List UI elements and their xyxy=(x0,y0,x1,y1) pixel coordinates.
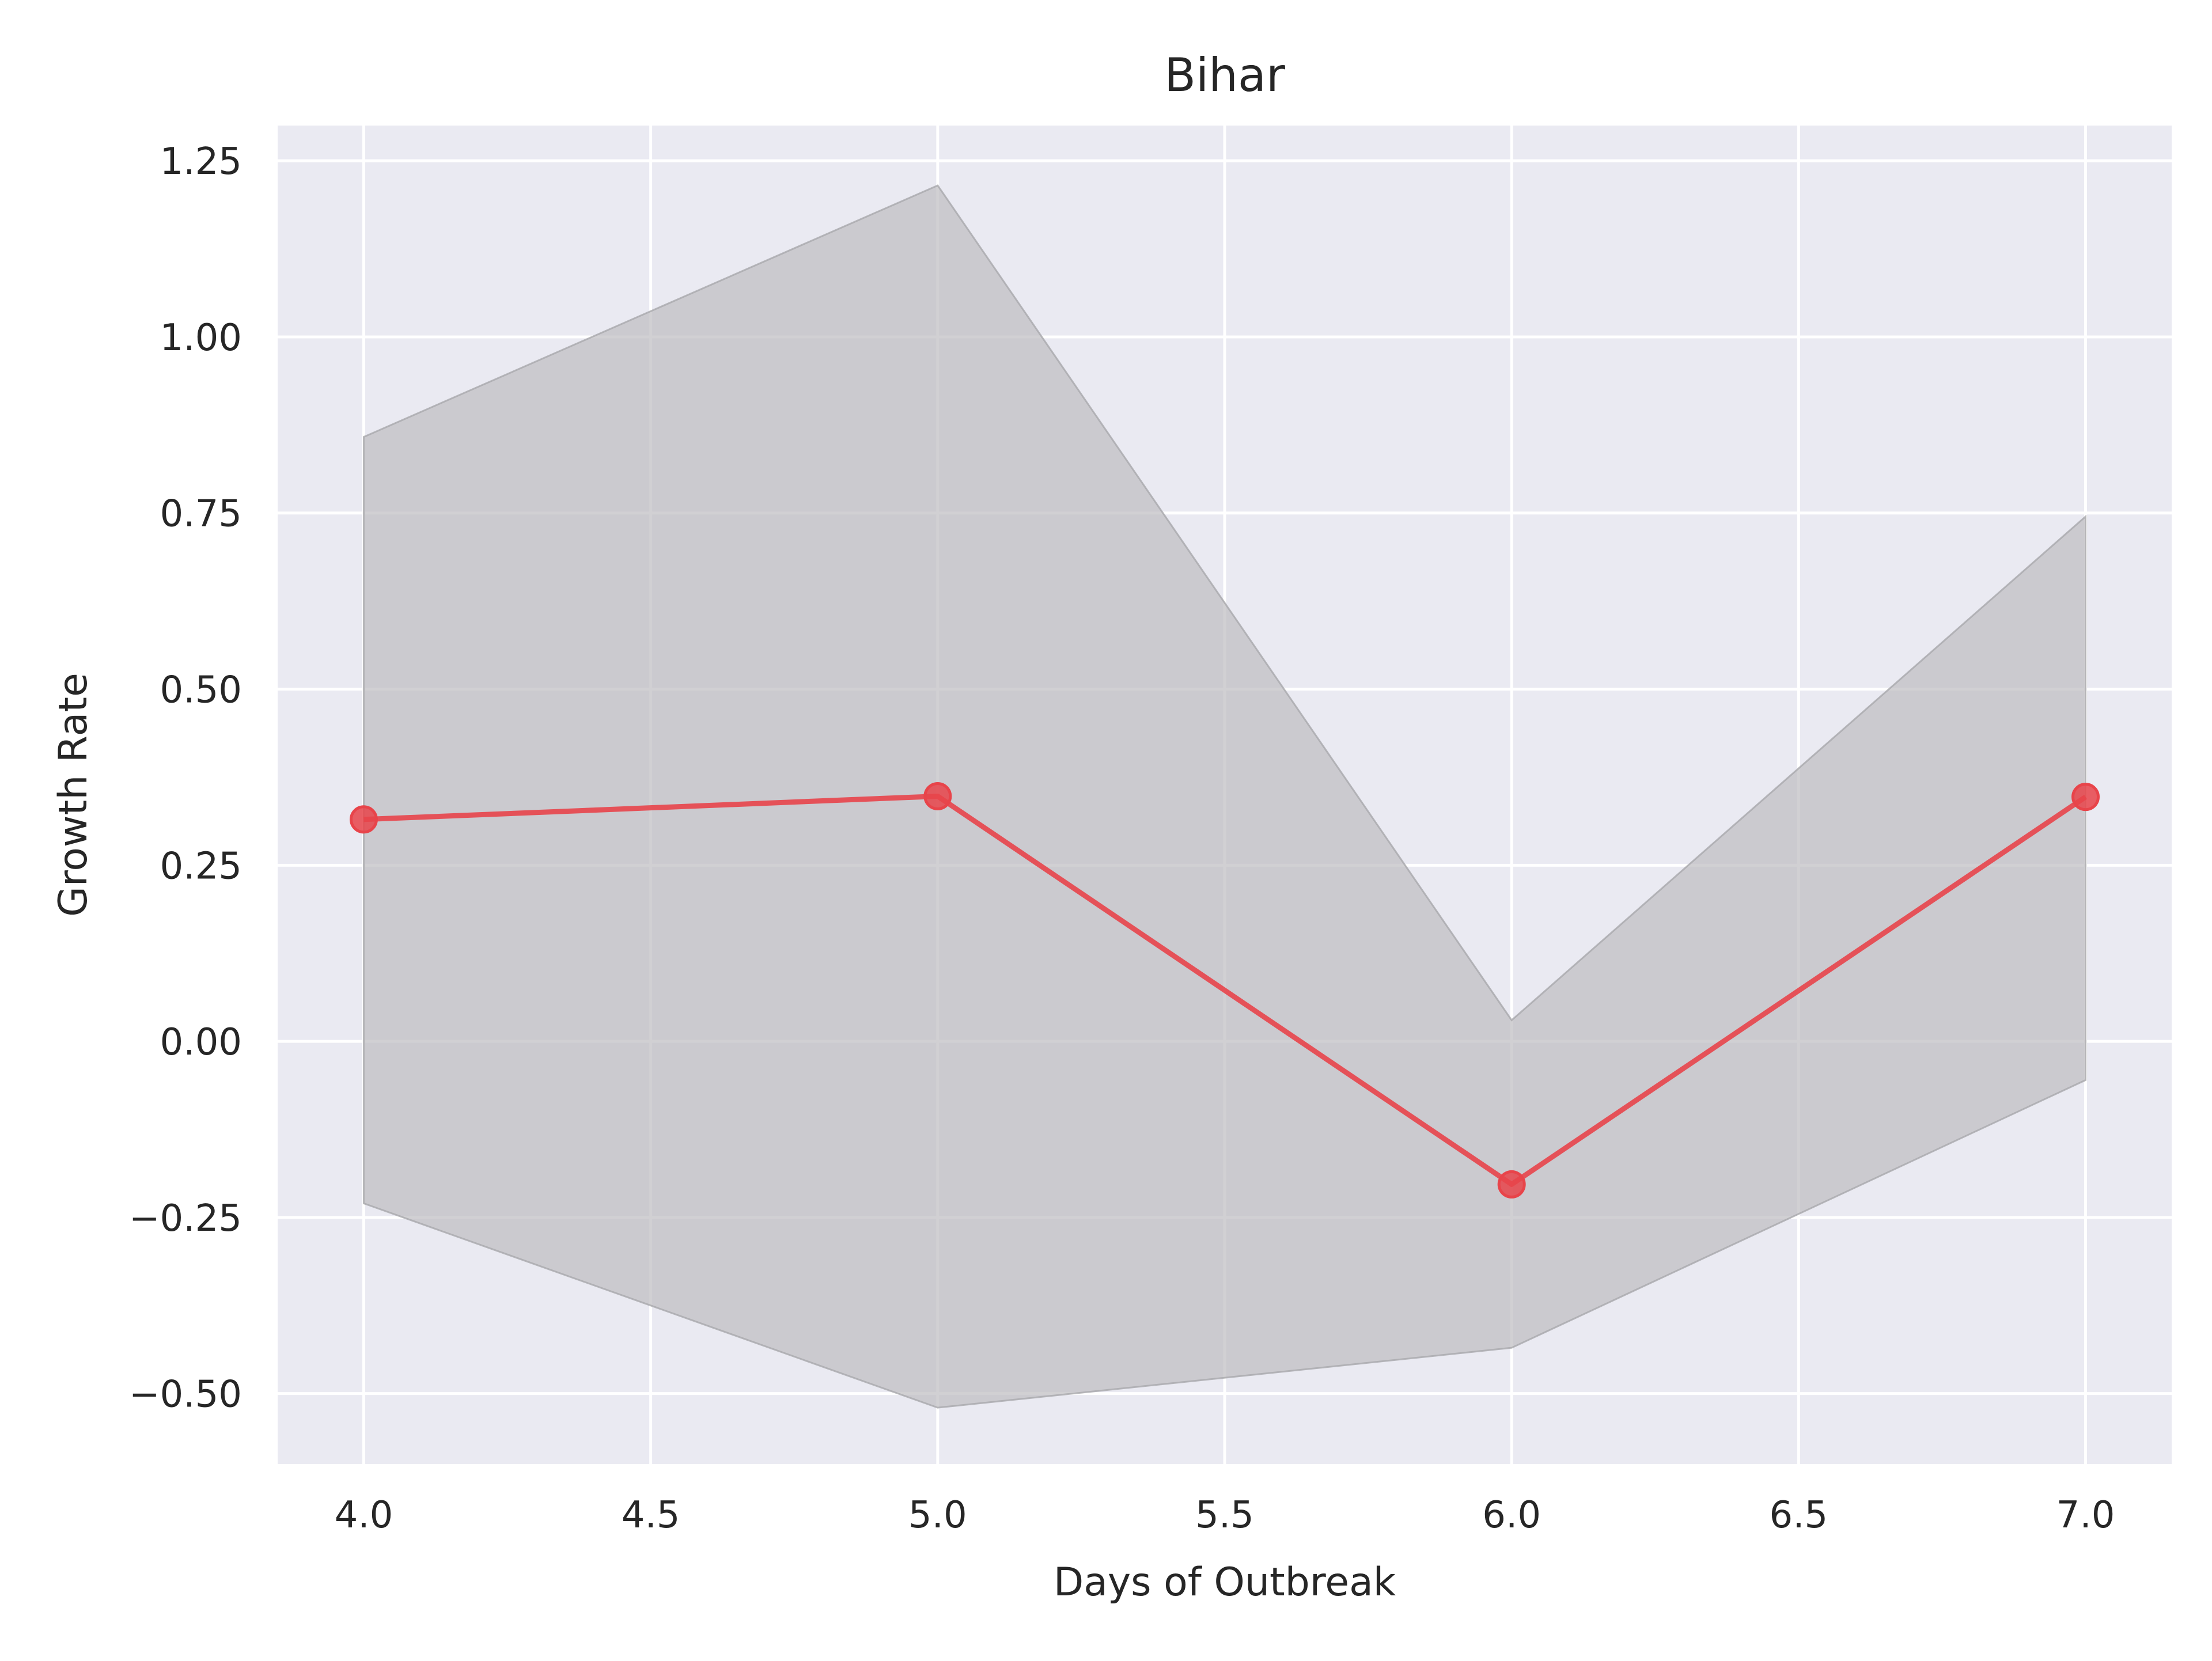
confidence-band xyxy=(362,184,2087,1409)
y-axis-label: Growth Rate xyxy=(51,673,96,917)
data-point xyxy=(923,782,952,810)
data-point xyxy=(349,805,378,834)
x-tick-label: 6.5 xyxy=(1769,1494,1828,1537)
y-tick-label: 0.25 xyxy=(160,845,243,888)
data-points-layer xyxy=(349,782,2100,1199)
x-tick-labels: 4.0 4.5 5.0 5.5 6.0 6.5 7.0 xyxy=(335,1494,2115,1537)
series-line xyxy=(363,793,2088,1187)
y-tick-label: 0.00 xyxy=(160,1021,243,1064)
data-point xyxy=(2071,783,2100,811)
x-tick-label: 7.0 xyxy=(2056,1494,2115,1537)
y-tick-label: −0.25 xyxy=(129,1197,242,1240)
y-tick-label: 1.00 xyxy=(160,317,243,359)
x-tick-label: 4.0 xyxy=(335,1494,393,1537)
x-tick-label: 4.5 xyxy=(622,1494,680,1537)
chart-title: Bihar xyxy=(1164,48,1285,102)
series-line-layer xyxy=(363,793,2088,1187)
y-tick-label: 0.50 xyxy=(160,669,243,712)
x-tick-label: 6.0 xyxy=(1482,1494,1541,1537)
data-point xyxy=(1497,1170,1526,1199)
x-axis-label: Days of Outbreak xyxy=(1054,1560,1396,1605)
y-tick-label: 1.25 xyxy=(160,141,243,183)
y-tick-labels: −0.50 −0.25 0.00 0.25 0.50 0.75 1.00 1.25 xyxy=(129,141,242,1416)
y-tick-label: −0.50 xyxy=(129,1374,242,1416)
confidence-band-layer xyxy=(362,184,2087,1409)
x-tick-label: 5.0 xyxy=(908,1494,967,1537)
y-tick-label: 0.75 xyxy=(160,493,243,536)
x-tick-label: 5.5 xyxy=(1195,1494,1254,1537)
